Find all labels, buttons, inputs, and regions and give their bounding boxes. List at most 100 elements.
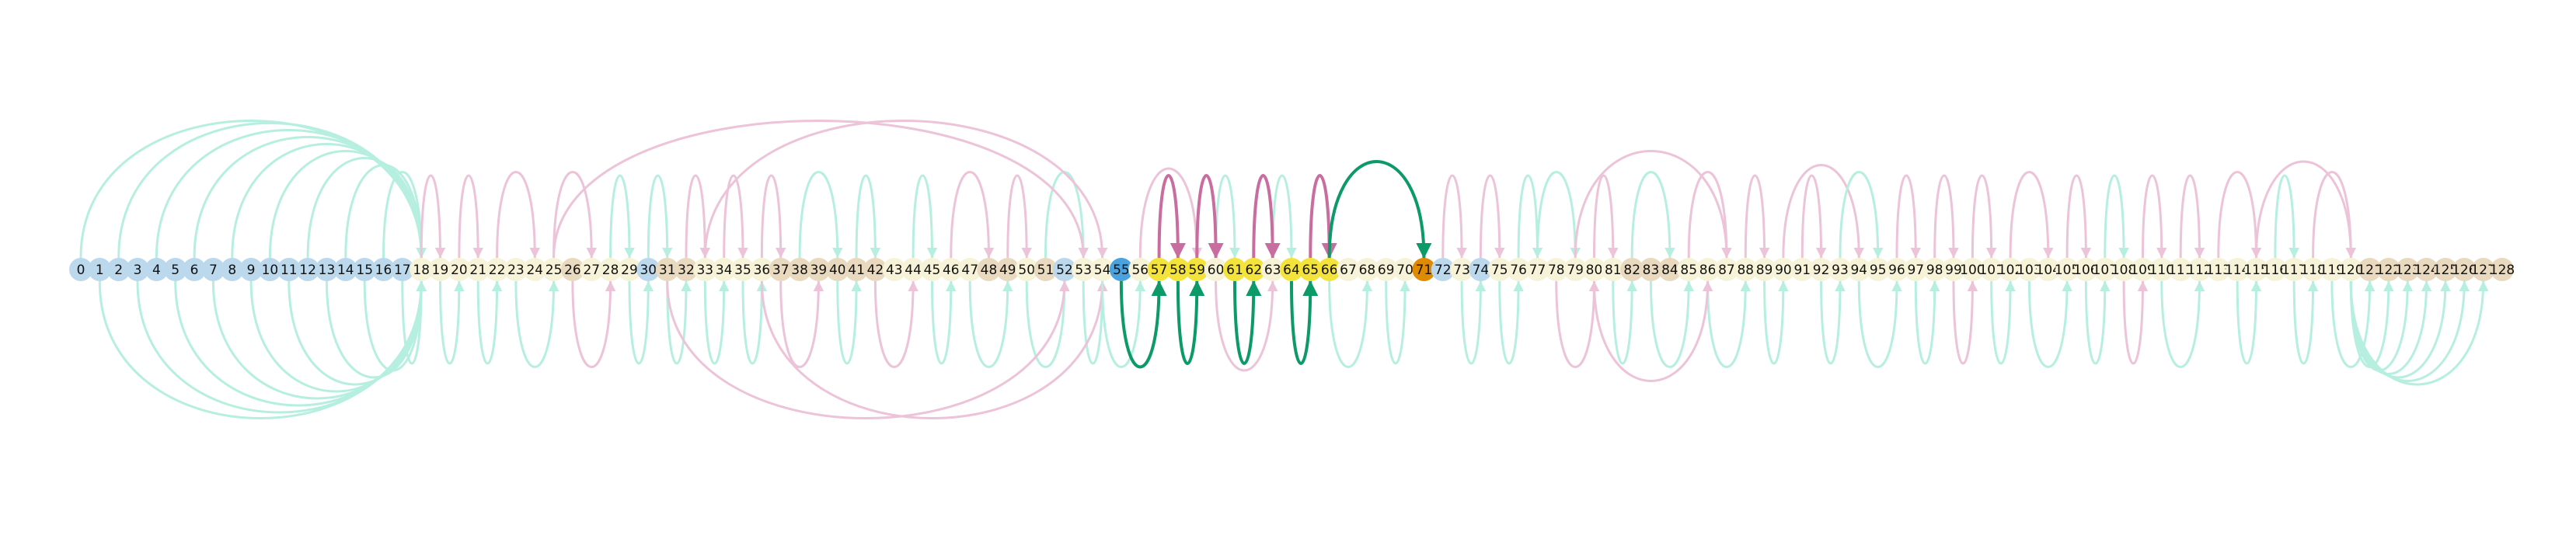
node-24: 24 — [523, 258, 547, 281]
node-125: 125 — [2433, 258, 2458, 281]
node-2: 2 — [106, 258, 131, 281]
node-4: 4 — [145, 258, 169, 281]
node-43-label: 43 — [886, 263, 903, 278]
node-119: 119 — [2320, 258, 2344, 281]
node-102: 102 — [1998, 258, 2023, 281]
node-33: 33 — [693, 258, 717, 281]
edge-115-120 — [2255, 160, 2357, 259]
node-94: 94 — [1847, 258, 1871, 281]
edge-10-18 — [268, 150, 427, 259]
node-103-label: 103 — [2017, 263, 2041, 278]
node-121-label: 121 — [2357, 263, 2382, 278]
node-53-circle — [1072, 258, 1096, 281]
node-119-circle — [2320, 258, 2344, 281]
node-20: 20 — [447, 258, 471, 281]
node-86-circle — [1696, 258, 1720, 281]
node-92-label: 92 — [1813, 263, 1830, 278]
node-46-circle — [939, 258, 963, 281]
edge-42-44 — [873, 280, 919, 368]
node-76-label: 76 — [1510, 263, 1527, 278]
node-16-label: 16 — [375, 263, 392, 278]
node-39: 39 — [807, 258, 831, 281]
node-128-circle — [2491, 258, 2514, 281]
node-91-label: 91 — [1793, 263, 1811, 278]
node-49: 49 — [995, 258, 1020, 281]
node-66-label: 66 — [1321, 263, 1338, 278]
node-44-label: 44 — [905, 263, 922, 278]
node-112: 112 — [2187, 258, 2212, 281]
edge-30-31 — [647, 174, 673, 259]
edge-66-68 — [1328, 280, 1373, 368]
edge-86-88 — [1706, 280, 1752, 368]
node-55-circle — [1109, 258, 1133, 281]
node-65-label: 65 — [1302, 263, 1319, 278]
edge-90-94 — [1782, 164, 1865, 259]
node-51: 51 — [1034, 258, 1058, 281]
node-22-circle — [485, 258, 509, 281]
node-88-label: 88 — [1737, 263, 1754, 278]
edge-63-64 — [1271, 174, 1297, 259]
node-11-circle — [277, 258, 301, 281]
node-94-circle — [1847, 258, 1871, 281]
node-8: 8 — [220, 258, 244, 281]
node-110-circle — [2149, 258, 2173, 281]
node-114-circle — [2226, 258, 2250, 281]
node-102-label: 102 — [1998, 263, 2023, 278]
node-13: 13 — [315, 258, 339, 281]
node-25-circle — [542, 258, 566, 281]
node-101-circle — [1979, 258, 2003, 281]
node-47-label: 47 — [961, 263, 978, 278]
node-38-circle — [788, 258, 812, 281]
node-1-circle — [88, 258, 112, 281]
node-89: 89 — [1752, 258, 1776, 281]
edge-11-18 — [288, 280, 427, 386]
node-95-circle — [1866, 258, 1890, 281]
node-37: 37 — [769, 258, 793, 281]
edge-74-75 — [1479, 174, 1505, 259]
node-25-label: 25 — [546, 263, 563, 278]
node-39-circle — [807, 258, 831, 281]
node-73-label: 73 — [1453, 263, 1470, 278]
node-70-circle — [1393, 258, 1417, 281]
node-95-label: 95 — [1870, 263, 1887, 278]
edge-41-42 — [855, 174, 881, 259]
node-10-label: 10 — [262, 263, 279, 278]
node-96-label: 96 — [1888, 263, 1905, 278]
edge-75-76 — [1498, 280, 1524, 365]
node-36-label: 36 — [754, 263, 771, 278]
node-69: 69 — [1374, 258, 1398, 281]
edge-3-18 — [136, 280, 427, 414]
node-31: 31 — [655, 258, 679, 281]
node-105-label: 105 — [2055, 263, 2079, 278]
node-106: 106 — [2073, 258, 2099, 281]
node-36-circle — [750, 258, 774, 281]
node-8-label: 8 — [228, 263, 236, 278]
edge-33-34 — [703, 280, 730, 365]
node-15-circle — [353, 258, 377, 281]
node-54: 54 — [1090, 258, 1114, 281]
node-5-label: 5 — [171, 263, 180, 278]
node-79: 79 — [1563, 258, 1588, 281]
edge-31-52 — [666, 280, 1070, 419]
node-84-label: 84 — [1661, 263, 1678, 278]
node-108-circle — [2112, 258, 2136, 281]
node-60: 60 — [1204, 258, 1228, 281]
node-28-circle — [598, 258, 622, 281]
node-3-circle — [126, 258, 149, 281]
edge-19-20 — [439, 280, 465, 365]
node-90-label: 90 — [1775, 263, 1792, 278]
node-60-circle — [1204, 258, 1228, 281]
node-100: 100 — [1960, 258, 1985, 281]
node-107: 107 — [2093, 258, 2118, 281]
node-119-label: 119 — [2320, 263, 2344, 278]
edge-32-33 — [685, 174, 711, 259]
edge-80-81 — [1593, 174, 1619, 259]
node-70-label: 70 — [1396, 263, 1413, 278]
node-27-circle — [580, 258, 604, 281]
edge-35-36 — [741, 280, 768, 365]
edge-76-77 — [1517, 174, 1543, 259]
node-110-label: 110 — [2149, 263, 2174, 278]
node-94-label: 94 — [1850, 263, 1867, 278]
edge-65-66 — [1309, 174, 1337, 259]
node-2-circle — [106, 258, 131, 281]
